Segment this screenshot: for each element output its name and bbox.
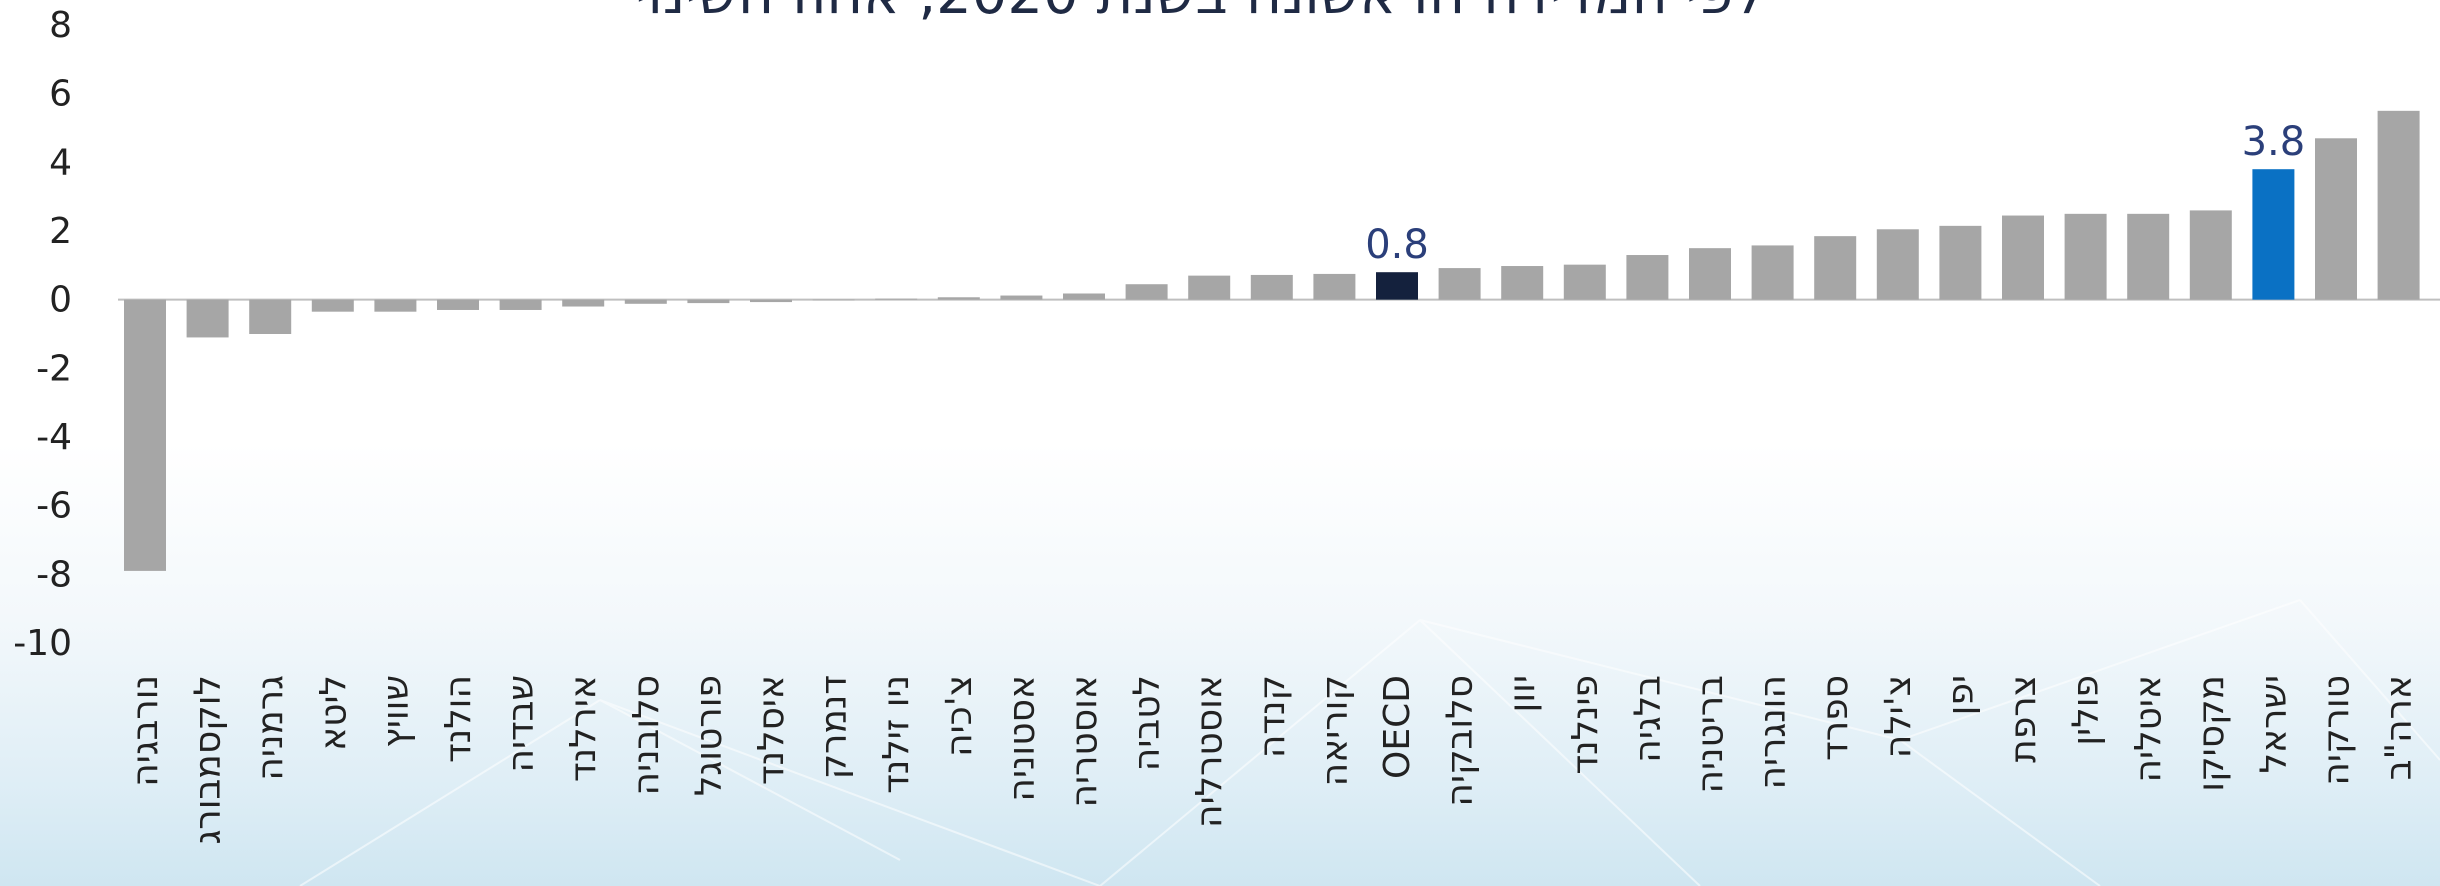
bar — [124, 299, 166, 571]
bar — [562, 299, 605, 307]
bar — [311, 299, 354, 312]
x-tick-label: יפן — [1940, 675, 1981, 715]
bar — [2377, 110, 2420, 300]
bar — [1125, 284, 1168, 300]
x-tick-label: לטביה — [1127, 675, 1168, 771]
x-tick-label: פינלנד — [1565, 675, 1606, 774]
bar — [937, 297, 980, 300]
y-axis: 8 6 4 2 0 -2 -4 -6 -8 -10 — [13, 5, 72, 664]
bar — [1689, 248, 1731, 300]
x-tick-label: הונגריה — [1753, 675, 1794, 789]
x-tick-label: ארה"ב — [2379, 675, 2420, 780]
x-tick-label: יוון — [1502, 675, 1543, 712]
bar — [2064, 213, 2107, 300]
bar — [1000, 295, 1043, 300]
data-label: 0.8 — [1365, 222, 1429, 268]
bar — [1626, 255, 1669, 300]
y-tick-label: 6 — [49, 74, 72, 115]
x-tick-label: איטליה — [2128, 675, 2169, 783]
bar — [1250, 274, 1293, 300]
bar — [1563, 264, 1606, 300]
x-tick-label: ספרד — [1815, 675, 1856, 761]
chart-title: לפי המדידה הראשונה בשנת 2020, אחוז השינו… — [500, 0, 1900, 27]
y-tick-label: 2 — [49, 211, 72, 252]
y-tick-label: -8 — [36, 554, 72, 595]
bar — [2189, 210, 2232, 300]
x-tick-label: אירלנד — [563, 675, 604, 782]
y-tick-label: -10 — [13, 623, 72, 664]
x-tick-label: סלובניה — [626, 675, 667, 795]
bar — [624, 299, 667, 304]
x-tick-label: צ'כיה — [939, 675, 980, 757]
bar — [249, 299, 292, 334]
bars-group — [124, 110, 2420, 571]
x-tick-label: ליטא — [313, 675, 354, 751]
bar — [1063, 293, 1105, 300]
x-tick-label: פולין — [2066, 675, 2107, 746]
x-tick-label: ניו זילנד — [876, 675, 917, 794]
y-tick-label: 4 — [49, 142, 72, 183]
x-tick-label: איסלנד — [751, 675, 792, 785]
x-tick-label: צ'ילה — [1878, 675, 1919, 758]
bar — [687, 299, 730, 304]
x-tick-label: נורבגיה — [125, 675, 166, 787]
x-tick-label: בריטניה — [1690, 675, 1731, 794]
bar — [2252, 169, 2295, 300]
x-tick-label: גרמניה — [250, 675, 291, 781]
x-tick-label: OECD — [1377, 675, 1418, 779]
data-label: 3.8 — [2242, 119, 2306, 165]
bar — [1188, 275, 1231, 300]
x-tick-label: סלובקיה — [1440, 675, 1481, 807]
x-tick-label: דנמרק — [814, 675, 855, 779]
x-tick-label: ישראל — [2253, 675, 2294, 773]
bar — [374, 299, 417, 312]
bar — [1501, 266, 1544, 300]
x-tick-label: אוסטריה — [1064, 675, 1105, 807]
x-tick-label: בלגיה — [1627, 675, 1668, 763]
x-tick-label: שבדיה — [501, 675, 542, 773]
y-tick-label: -4 — [36, 417, 72, 458]
bar — [437, 299, 479, 310]
bar — [1814, 236, 1857, 300]
bar — [1751, 245, 1794, 300]
x-tick-label: לוקסמבורג — [188, 675, 229, 844]
bar — [875, 298, 918, 300]
bar — [1876, 229, 1919, 300]
x-tick-label: קוריאה — [1314, 675, 1355, 786]
x-axis: נורבגיה לוקסמבורג גרמניה ליטא שוויץ הולנד שבדי… — [125, 675, 2420, 844]
bar — [2315, 138, 2357, 300]
bar — [2002, 215, 2044, 300]
bar — [812, 299, 855, 301]
x-tick-label: קנדה — [1252, 675, 1293, 758]
x-tick-label: מקסיקו — [2191, 675, 2232, 792]
x-tick-label: פורטוגל — [688, 675, 729, 796]
y-tick-label: -2 — [36, 348, 72, 389]
bar — [1438, 268, 1481, 300]
x-tick-label: שוויץ — [375, 675, 416, 748]
x-tick-label: אסטוניה — [1001, 675, 1042, 802]
bar — [186, 299, 229, 338]
bar — [1939, 225, 1982, 300]
y-tick-label: -6 — [36, 486, 72, 527]
x-tick-label: אוסטרליה — [1189, 675, 1230, 828]
x-tick-label: צרפת — [2003, 675, 2044, 763]
bar — [2127, 213, 2170, 300]
y-tick-label: 0 — [49, 280, 72, 321]
data-labels-group: 0.8 3.8 — [1365, 119, 2305, 268]
y-tick-label: 8 — [49, 5, 72, 46]
x-tick-label: טורקיה — [2316, 675, 2357, 786]
bar — [499, 299, 542, 310]
bar — [1376, 272, 1418, 300]
bar — [750, 299, 792, 303]
bar — [1313, 273, 1356, 300]
x-tick-label: הולנד — [438, 675, 479, 763]
